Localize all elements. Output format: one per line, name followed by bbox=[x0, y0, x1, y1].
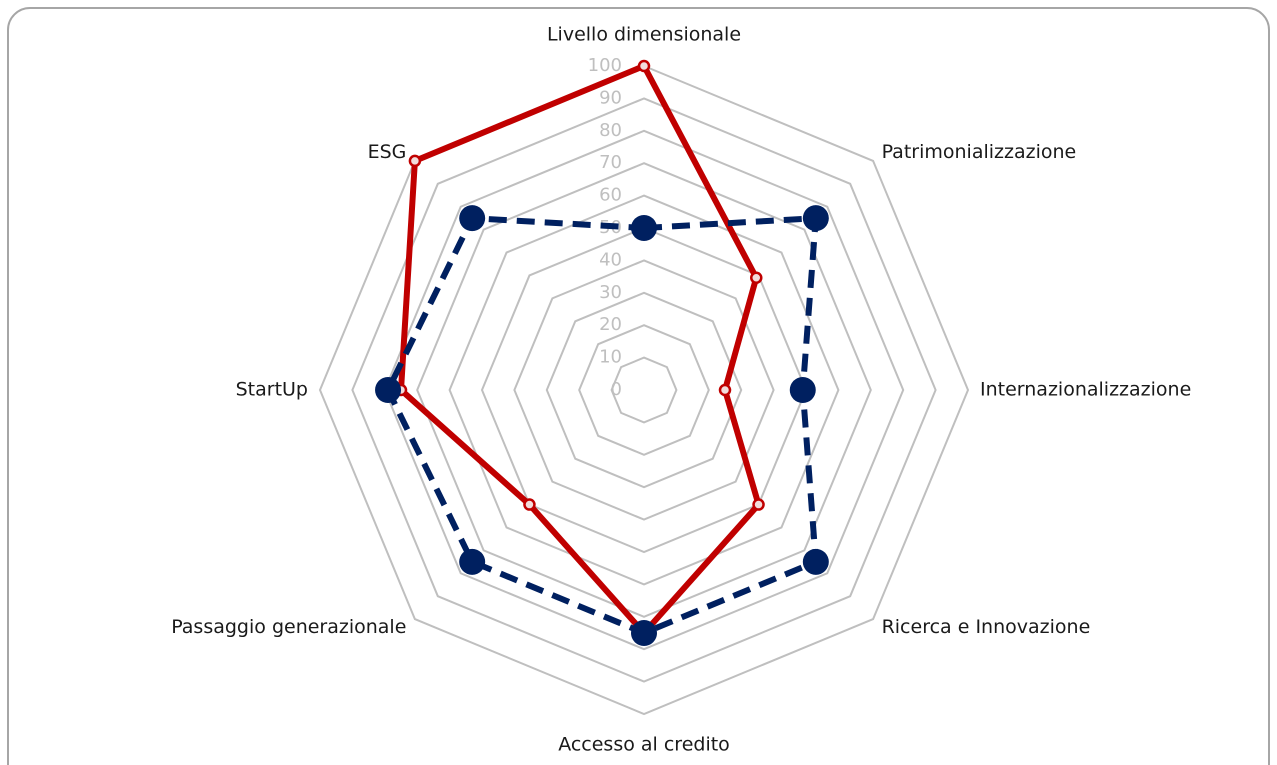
data-point bbox=[718, 383, 732, 397]
y-tick-label: 90 bbox=[599, 87, 622, 108]
y-tick-label: 80 bbox=[599, 120, 622, 141]
y-tick-label: 0 bbox=[611, 379, 622, 400]
data-point bbox=[523, 498, 536, 511]
data-point bbox=[750, 271, 763, 284]
data-point bbox=[375, 377, 402, 403]
y-tick-label: 10 bbox=[599, 347, 622, 368]
chart-frame bbox=[7, 7, 1270, 765]
y-tick-label: 40 bbox=[599, 249, 622, 270]
grid-line bbox=[383, 129, 905, 651]
grid-line bbox=[480, 226, 808, 554]
grid-line bbox=[578, 324, 710, 456]
category-label: Internazionalizzazione bbox=[980, 379, 1191, 401]
category-label: Ricerca e Innovazione bbox=[882, 616, 1091, 638]
data-point bbox=[789, 377, 816, 403]
y-tick-label: 20 bbox=[599, 314, 622, 335]
y-tick-label: 100 bbox=[588, 55, 622, 76]
category-label: Accesso al credito bbox=[558, 734, 730, 756]
grid-line bbox=[448, 194, 840, 586]
category-label: Patrimonializzazione bbox=[882, 141, 1077, 163]
data-point bbox=[459, 548, 486, 575]
data-point bbox=[631, 620, 657, 646]
grid-line bbox=[610, 356, 678, 424]
data-point bbox=[752, 498, 765, 511]
y-tick-label: 70 bbox=[599, 152, 622, 173]
grid-line bbox=[416, 162, 872, 618]
y-tick-label: 30 bbox=[599, 282, 622, 303]
category-label: ESG bbox=[368, 141, 407, 163]
grid-line bbox=[545, 291, 743, 489]
grid-line bbox=[513, 259, 775, 521]
category-label: Livello dimensionale bbox=[547, 24, 741, 46]
grid-line bbox=[318, 64, 970, 716]
data-point bbox=[408, 154, 422, 168]
data-point bbox=[802, 205, 829, 232]
data-point bbox=[802, 548, 829, 575]
data-point bbox=[631, 215, 657, 241]
category-label: Passaggio generazionale bbox=[171, 616, 406, 638]
data-point bbox=[637, 59, 651, 73]
category-label: StartUp bbox=[236, 379, 308, 401]
data-point bbox=[459, 205, 486, 232]
y-tick-label: 60 bbox=[599, 185, 622, 206]
